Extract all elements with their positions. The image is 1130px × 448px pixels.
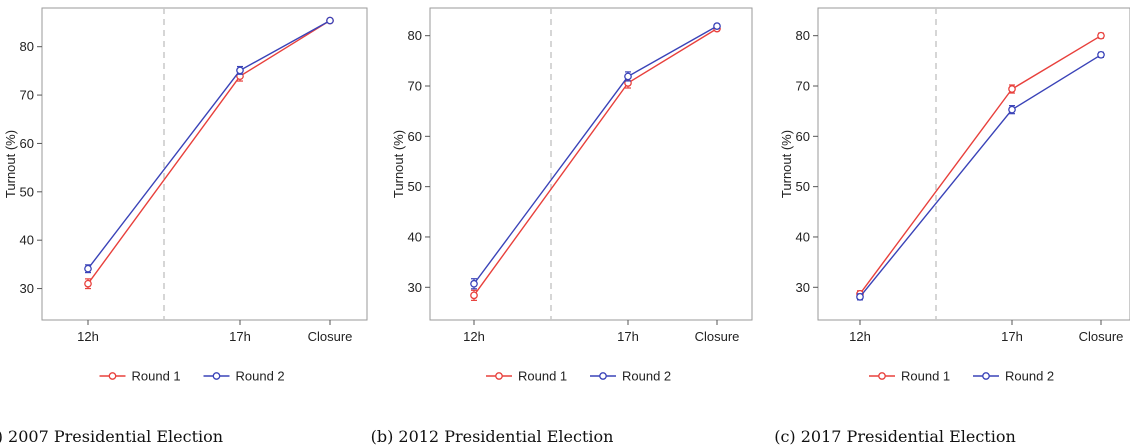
series-line	[473, 28, 718, 296]
data-point	[470, 291, 478, 300]
data-point	[1008, 85, 1016, 93]
panel-2: 30 40 50 60 70 80 12h 17h Closure Turnout (%) Roun…	[371, 7, 753, 446]
data-point	[84, 279, 92, 288]
series-line	[859, 54, 1102, 298]
data-point	[856, 293, 864, 301]
data-point	[326, 16, 334, 25]
legend-label: Round 1	[518, 369, 567, 384]
y-tick-label: 70	[796, 79, 810, 94]
x-tick-label: Closure	[1079, 329, 1124, 344]
y-tick-label: 50	[408, 179, 422, 194]
data-point	[236, 66, 244, 75]
series-2	[470, 22, 721, 290]
series-2	[84, 16, 334, 274]
legend-swatch-marker	[599, 372, 607, 380]
data-point	[470, 279, 478, 288]
x-tick-label: 17h	[1001, 329, 1023, 344]
y-tick-label: 40	[408, 229, 422, 244]
legend-swatch-marker	[878, 372, 886, 380]
panel-3: 30 40 50 60 70 80 12h 17h Closure Turnout (%) Roun…	[774, 7, 1130, 446]
series-2	[856, 50, 1105, 301]
x-tick-label: 12h	[77, 329, 99, 344]
data-point	[713, 22, 721, 30]
y-tick-label: 60	[408, 129, 422, 144]
plot-frame	[41, 7, 368, 321]
legend-label: Round 2	[1005, 369, 1054, 384]
y-tick-label: 60	[796, 129, 810, 144]
panel-caption: (a) 2007 Presidential Election	[0, 427, 223, 446]
series-line	[87, 19, 331, 270]
x-tick-label: Closure	[695, 329, 740, 344]
y-tick-label: 30	[796, 280, 810, 295]
legend-swatch-marker	[495, 372, 503, 380]
x-tick-label: 12h	[463, 329, 485, 344]
x-tick-label: 17h	[617, 329, 639, 344]
legend: Round 1 Round 2	[869, 369, 1054, 384]
y-tick-label: 60	[20, 136, 34, 151]
series-line	[859, 35, 1102, 295]
series-line	[87, 19, 331, 285]
y-tick-label: 30	[408, 280, 422, 295]
y-tick-label: 70	[408, 79, 422, 94]
data-point	[624, 72, 632, 81]
y-axis-title: Turnout (%)	[391, 130, 406, 198]
legend-label: Round 2	[622, 369, 671, 384]
y-tick-label: 40	[20, 233, 34, 248]
data-point	[1097, 50, 1105, 59]
legend-label: Round 2	[236, 369, 285, 384]
y-tick-label: 50	[796, 179, 810, 194]
legend-label: Round 1	[901, 369, 950, 384]
data-point	[84, 264, 92, 273]
legend: Round 1 Round 2	[486, 369, 671, 384]
y-tick-label: 80	[796, 28, 810, 43]
y-tick-label: 80	[408, 28, 422, 43]
plot-frame	[429, 7, 753, 321]
y-tick-label: 50	[20, 184, 34, 199]
data-point	[1097, 31, 1105, 40]
data-point	[1008, 105, 1016, 114]
x-tick-label: 12h	[849, 329, 871, 344]
y-axis-title: Turnout (%)	[779, 130, 794, 198]
legend-swatch-marker	[212, 372, 221, 380]
series-1	[470, 24, 721, 301]
y-tick-label: 70	[20, 88, 34, 103]
plot-frame	[817, 7, 1130, 321]
legend-label: Round 1	[132, 369, 181, 384]
series-1	[84, 16, 334, 290]
panel-caption: (b) 2012 Presidential Election	[371, 427, 614, 446]
legend: Round 1 Round 2	[99, 369, 285, 384]
y-tick-label: 30	[20, 281, 34, 296]
y-axis-title: Turnout (%)	[3, 130, 18, 198]
x-tick-label: Closure	[308, 329, 353, 344]
legend-swatch-marker	[982, 372, 990, 380]
legend-swatch-marker	[108, 372, 117, 380]
panel-caption: (c) 2017 Presidential Election	[774, 427, 1016, 446]
series-1	[856, 31, 1105, 298]
x-tick-label: 17h	[229, 329, 251, 344]
y-tick-label: 40	[796, 229, 810, 244]
y-tick-label: 80	[20, 39, 34, 54]
panel-1: 30 40 50 60 70 80 12h 17h Closure Turnout (%) Roun…	[0, 7, 368, 446]
